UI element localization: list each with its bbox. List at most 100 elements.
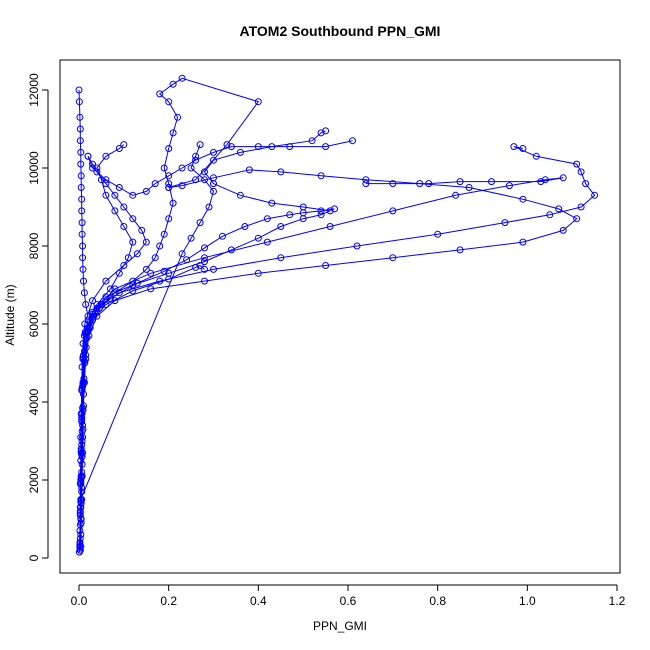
data-point: [573, 160, 581, 168]
data-point: [111, 285, 119, 293]
data-point: [156, 90, 164, 98]
data-point: [80, 289, 88, 297]
data-point: [577, 203, 585, 211]
data-point: [183, 256, 191, 264]
data-point: [389, 180, 397, 188]
data-point: [452, 191, 460, 199]
data-point: [331, 205, 338, 213]
data-point: [254, 98, 262, 106]
data-point: [79, 265, 87, 273]
data-point: [277, 168, 285, 176]
data-point: [196, 219, 204, 227]
data-point: [201, 168, 208, 176]
data-point: [169, 199, 177, 207]
data-point: [115, 145, 123, 152]
data-point: [559, 226, 567, 234]
y-tick-label: 2000: [27, 466, 41, 493]
data-point: [201, 265, 208, 273]
data-point: [77, 184, 85, 191]
data-point: [129, 287, 137, 295]
data-point: [78, 416, 86, 424]
data-point: [178, 164, 186, 172]
data-point: [82, 301, 90, 308]
data-point: [254, 143, 262, 151]
data-point: [84, 312, 92, 320]
data-point: [78, 363, 86, 371]
data-point: [147, 269, 155, 277]
data-point: [277, 223, 285, 230]
data-point: [129, 215, 137, 223]
data-point: [160, 267, 168, 275]
data-point: [93, 168, 101, 176]
data-point: [192, 152, 200, 160]
data-point: [169, 80, 177, 88]
y-tick-label: 10000: [27, 151, 41, 185]
data-point: [89, 297, 96, 305]
data-point: [201, 258, 208, 266]
data-point: [75, 86, 83, 94]
data-point: [79, 353, 87, 361]
data-point: [120, 203, 128, 211]
data-point: [174, 113, 182, 121]
data-point: [187, 164, 195, 172]
data-point: [102, 176, 110, 184]
data-point: [79, 242, 87, 250]
data-point: [165, 172, 173, 180]
data-point: [201, 277, 208, 285]
data-point: [286, 143, 294, 151]
data-point: [165, 98, 173, 106]
data-point: [75, 548, 83, 556]
data-point: [187, 234, 195, 242]
data-point: [165, 215, 173, 223]
data-point: [165, 145, 173, 152]
data-point: [555, 205, 563, 213]
data-point: [102, 152, 110, 160]
data-point: [559, 174, 567, 182]
data-point: [456, 178, 464, 186]
data-point: [389, 254, 397, 262]
x-tick-label: 1.2: [609, 594, 626, 608]
data-point: [505, 182, 513, 190]
data-point: [277, 254, 285, 262]
data-point: [111, 207, 119, 215]
data-point: [299, 209, 307, 217]
data-point: [81, 330, 89, 338]
data-point: [245, 166, 253, 174]
data-point: [317, 207, 325, 215]
data-point: [111, 297, 119, 305]
y-axis-label: Altitude (m): [3, 284, 17, 345]
data-point: [488, 178, 495, 186]
data-point: [210, 265, 217, 273]
data-point: [205, 203, 213, 211]
data-point: [129, 238, 137, 246]
data-point: [210, 148, 217, 156]
chart-title: ATOM2 Southbound PPN_GMI: [240, 23, 441, 39]
data-point: [102, 191, 110, 199]
data-point: [75, 98, 83, 106]
plot-frame: [59, 59, 621, 574]
y-tick-label: 6000: [27, 310, 41, 337]
x-tick-label: 0.0: [71, 594, 88, 608]
data-point: [537, 178, 545, 186]
data-point: [84, 152, 92, 160]
data-point: [254, 234, 262, 242]
data-point: [532, 152, 540, 160]
data-point: [76, 113, 84, 121]
data-point: [577, 168, 585, 176]
x-tick-label: 1.0: [519, 594, 536, 608]
data-point: [456, 246, 464, 254]
x-axis: 0.0 0.2 0.4 0.6 0.8 1.0 1.2: [71, 584, 626, 608]
y-tick-label: 8000: [27, 232, 41, 259]
y-tick-label: 4000: [27, 388, 41, 415]
data-point: [434, 230, 442, 238]
data-point: [102, 277, 110, 285]
data-point: [591, 191, 599, 199]
series-line: [79, 208, 335, 545]
data-point: [151, 180, 159, 188]
x-axis-label: PPN_GMI: [313, 619, 367, 633]
data-point: [151, 254, 159, 262]
data-point: [317, 129, 325, 137]
data-point: [160, 230, 168, 238]
